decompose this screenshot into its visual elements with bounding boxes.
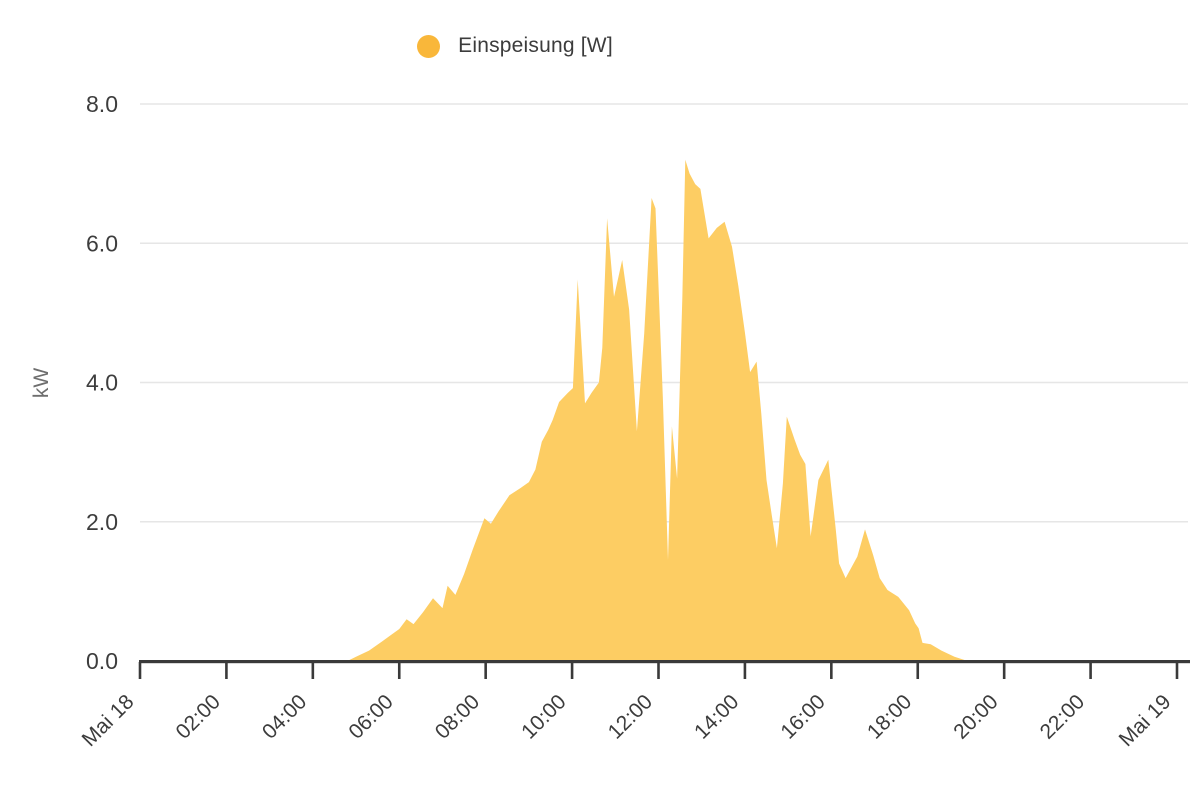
y-tick-label: 2.0: [86, 509, 118, 535]
y-tick-label: 0.0: [86, 648, 118, 674]
x-tick-label: Mai 19: [1115, 690, 1176, 751]
y-axis-title: kW: [30, 368, 53, 399]
legend-item-einspeisung[interactable]: Einspeisung [W]: [417, 34, 613, 58]
x-tick-label: 12:00: [604, 690, 657, 743]
x-axis-tick: [225, 662, 228, 679]
x-axis-line: [139, 660, 1190, 664]
x-axis-tick: [916, 662, 920, 679]
y-tick-label: 4.0: [86, 370, 118, 396]
x-tick-label: 10:00: [517, 690, 570, 743]
x-tick-label: 14:00: [690, 690, 743, 743]
x-tick-label: Mai 18: [78, 690, 139, 751]
x-axis-tick: [657, 662, 660, 679]
x-axis-tick: [830, 662, 833, 679]
chart-legend: Einspeisung [W]: [0, 34, 1200, 58]
legend-series-dot-icon: [417, 34, 441, 58]
x-tick-label: 22:00: [1036, 690, 1089, 743]
x-tick-label: 06:00: [344, 690, 397, 743]
x-axis-tick: [570, 662, 574, 679]
x-axis-tick: [743, 662, 747, 679]
x-axis-tick: [484, 662, 487, 679]
y-tick-label: 6.0: [86, 230, 118, 256]
x-tick-label: 02:00: [172, 690, 225, 743]
x-axis-tick: [1002, 662, 1006, 679]
x-axis-tick: [397, 662, 401, 679]
x-axis-tick: [1175, 662, 1179, 679]
x-tick-label: 18:00: [863, 690, 916, 743]
series-area-einspeisung[interactable]: [140, 159, 1177, 661]
legend-series-label: Einspeisung [W]: [458, 34, 613, 57]
x-tick-label: 20:00: [949, 690, 1002, 743]
x-axis-tick: [311, 662, 315, 679]
y-tick-label: 8.0: [86, 91, 118, 117]
x-axis-tick: [1089, 662, 1092, 679]
x-tick-label: 04:00: [258, 690, 311, 743]
x-tick-label: 08:00: [431, 690, 484, 743]
x-axis-tick: [138, 662, 142, 679]
x-tick-label: 16:00: [776, 690, 829, 743]
